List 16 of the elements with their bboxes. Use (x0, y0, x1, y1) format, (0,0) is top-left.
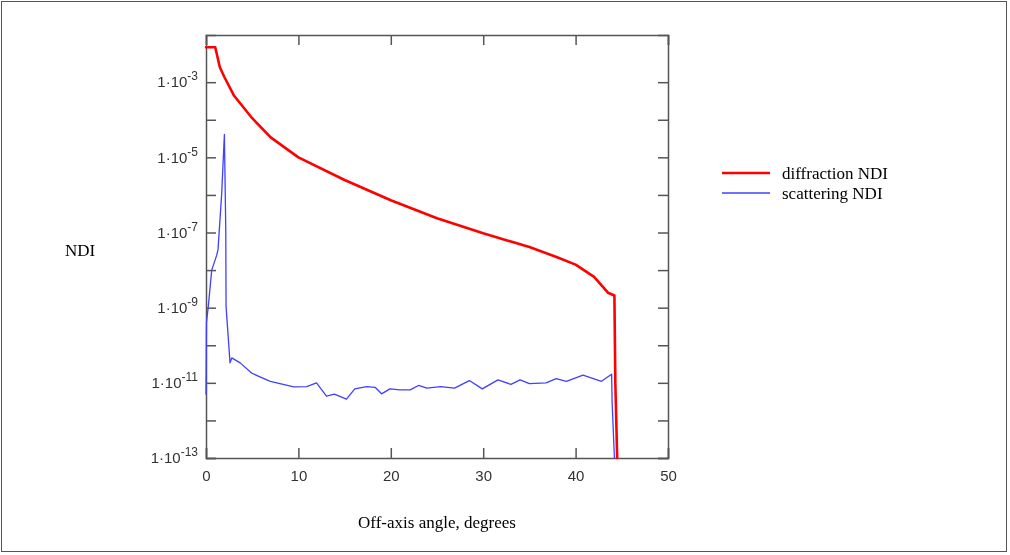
y-tick-label: 1·10$^{-3}$ (157, 69, 199, 91)
y-tick-label: 1·10$^{-9}$ (157, 294, 199, 316)
legend-label: diffraction NDI (782, 164, 889, 183)
x-tick-label: 20 (382, 466, 400, 484)
x-tick-label: 0 (202, 466, 211, 484)
x-axis-title: Off-axis angle, degrees (358, 513, 516, 532)
y-tick-label: 1·10$^{-13}$ (150, 445, 199, 467)
y-axis-title: NDI (64, 241, 96, 260)
x-tick-label: 30 (475, 466, 493, 484)
y-tick-label: 1·10$^{-5}$ (157, 144, 199, 166)
y-tick-label: 1·10$^{-7}$ (157, 219, 199, 241)
x-tick-label: 40 (567, 466, 585, 484)
x-tick-label: 50 (660, 466, 677, 484)
legend-label: scattering NDI (782, 184, 883, 203)
x-tick-label: 10 (290, 466, 308, 484)
y-tick-label: 1·10$^{-11}$ (151, 370, 199, 392)
